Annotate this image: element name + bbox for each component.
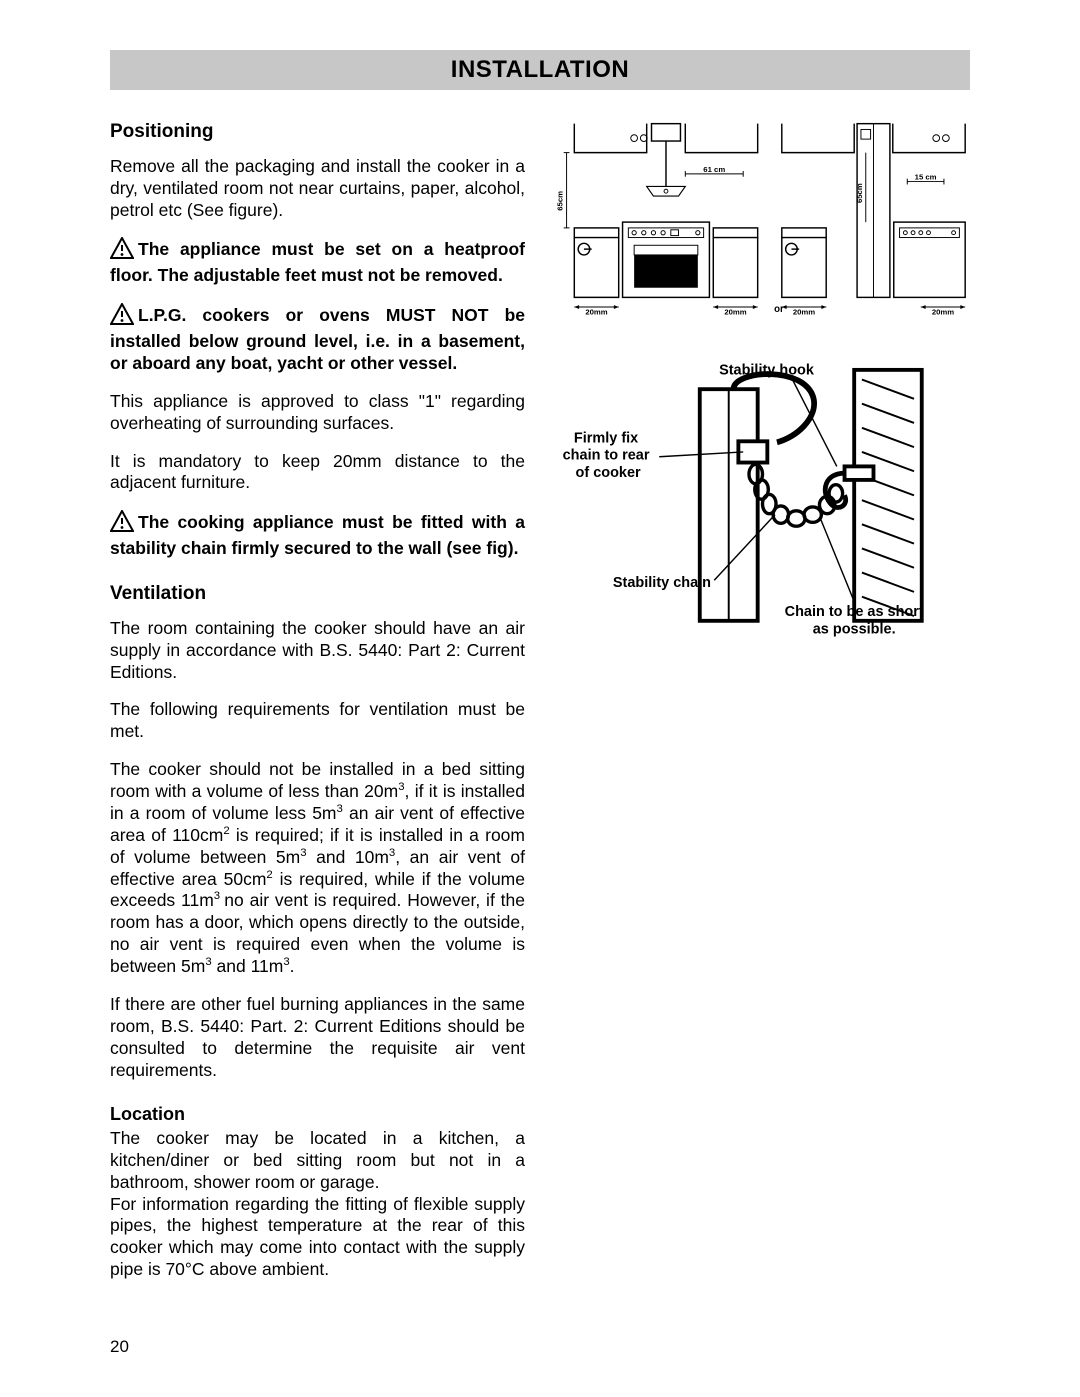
svg-text:or: or — [774, 304, 784, 315]
svg-text:65cm: 65cm — [855, 183, 864, 203]
location-heading: Location — [110, 1103, 525, 1126]
svg-text:Firmly fix chain to re: Firmly fix chain to rear of cooker — [563, 430, 654, 481]
ventilation-p2: The following requirements for ventilati… — [110, 699, 525, 743]
ventilation-heading: Ventilation — [110, 582, 525, 606]
warning-stability-chain: The cooking appliance must be fitted wit… — [110, 510, 525, 560]
ventilation-p4: If there are other fuel burning applianc… — [110, 994, 525, 1082]
warning-lpg: L.P.G. cookers or ovens MUST NOT be inst… — [110, 303, 525, 375]
left-column: Positioning Remove all the packaging and… — [110, 120, 525, 1297]
svg-text:Chain to be as short: Chain to be as short — [785, 604, 924, 620]
svg-text:as possible.: as possible. — [813, 621, 896, 637]
svg-text:20mm: 20mm — [932, 308, 954, 317]
positioning-heading: Positioning — [110, 120, 525, 144]
svg-text:Stability chain: Stability chain — [613, 575, 711, 591]
svg-text:20mm: 20mm — [724, 308, 746, 317]
warning-icon — [110, 237, 134, 265]
warning-icon — [110, 303, 134, 331]
ventilation-p1: The room containing the cooker should ha… — [110, 618, 525, 684]
svg-text:20mm: 20mm — [585, 308, 607, 317]
svg-text:20mm: 20mm — [793, 308, 815, 317]
location-p1: The cooker may be located in a kitchen, … — [110, 1128, 525, 1194]
positioning-p1: Remove all the packaging and install the… — [110, 156, 525, 222]
positioning-p2: This appliance is approved to class "1" … — [110, 391, 525, 435]
svg-text:65cm: 65cm — [556, 191, 565, 211]
location-p2: For information regarding the fitting of… — [110, 1194, 525, 1282]
svg-text:15 cm: 15 cm — [915, 173, 937, 182]
warning-heatproof: The appliance must be set on a heatproof… — [110, 237, 525, 287]
svg-text:Stability hook: Stability hook — [719, 363, 815, 379]
two-column-layout: Positioning Remove all the packaging and… — [110, 120, 970, 1297]
clearance-diagram: 65cm 61 cm — [555, 120, 970, 330]
right-column: 65cm 61 cm — [555, 120, 970, 1297]
page-title-bar: INSTALLATION — [110, 50, 970, 90]
warning-icon — [110, 510, 134, 538]
stability-chain-diagram: Stability hook Firmly fix chain to rear … — [555, 355, 970, 655]
ventilation-p3: The cooker should not be installed in a … — [110, 759, 525, 978]
page-number: 20 — [110, 1337, 129, 1357]
svg-text:61 cm: 61 cm — [703, 165, 725, 174]
positioning-p3: It is mandatory to keep 20mm distance to… — [110, 451, 525, 495]
